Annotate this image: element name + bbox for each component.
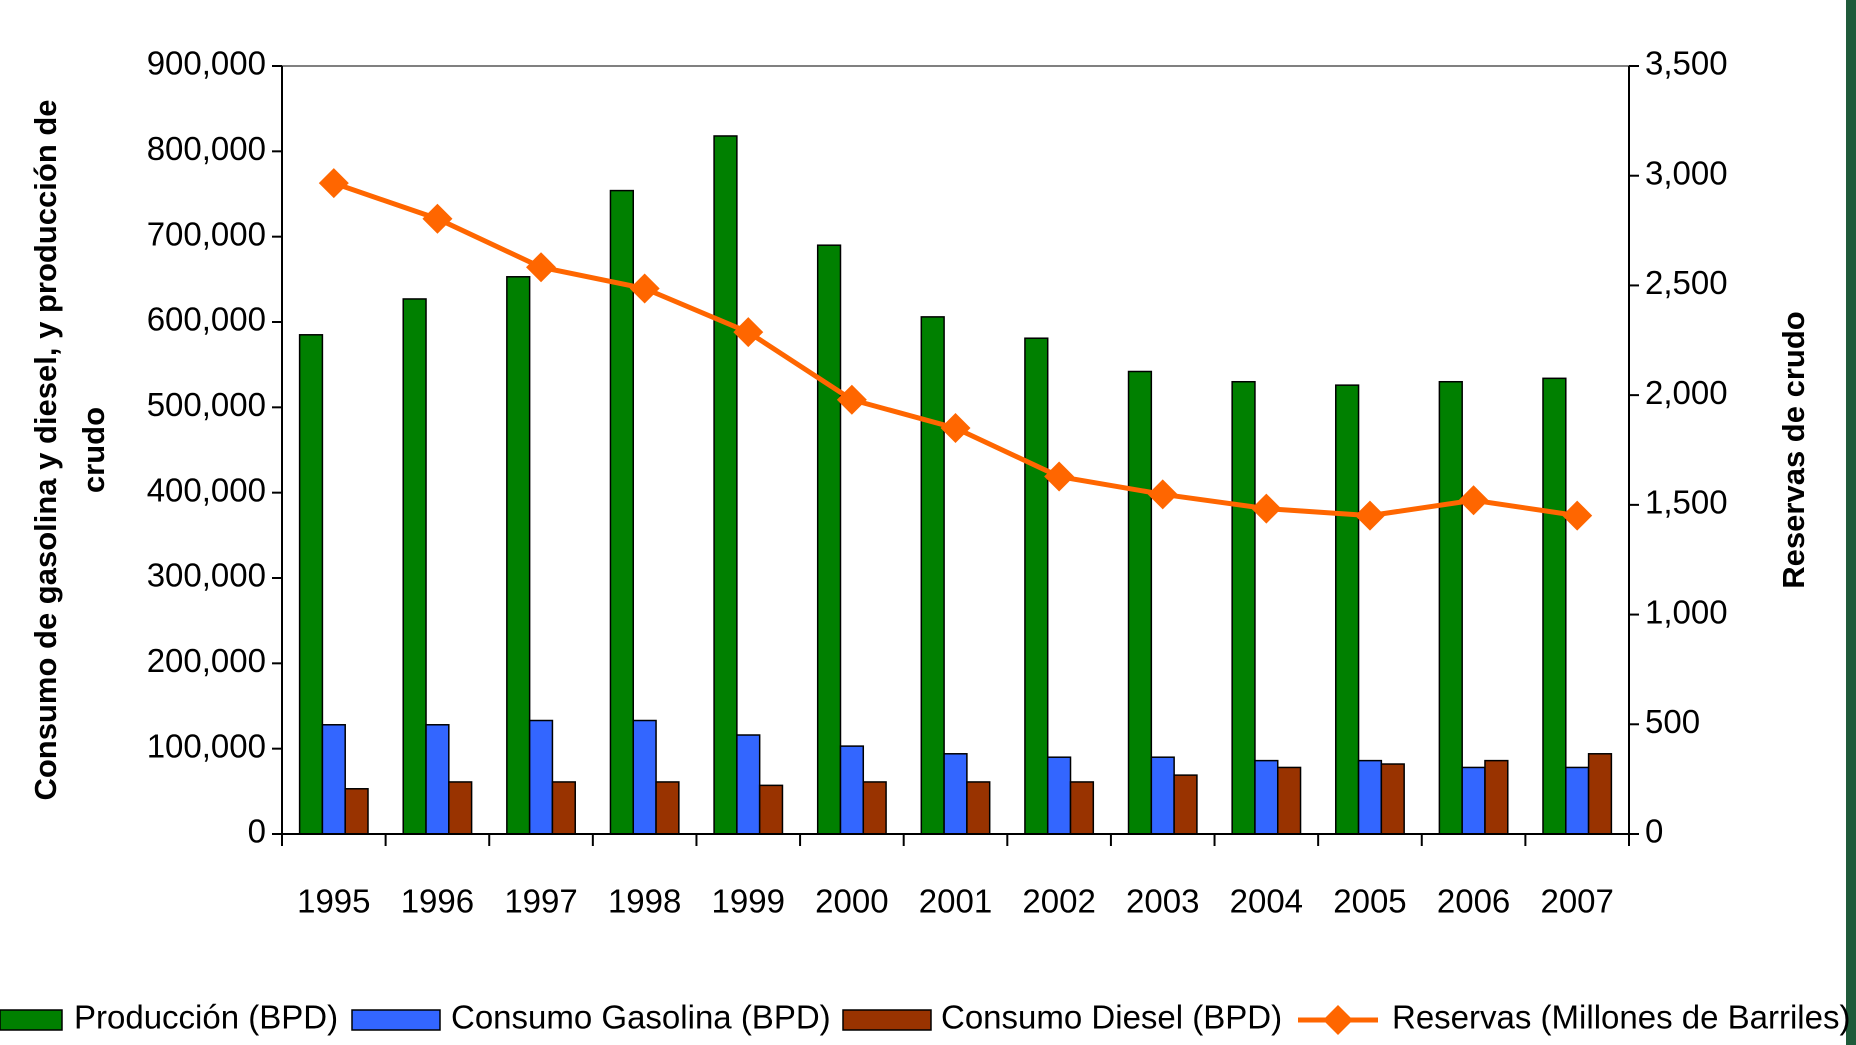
marker	[422, 203, 453, 234]
y-tick-label: 700,000	[147, 215, 266, 252]
y-axis-title: Consumo de gasolina y diesel, y producci…	[28, 99, 63, 800]
bar	[1069, 781, 1095, 835]
marker	[1044, 461, 1075, 492]
y-tick-label: 600,000	[147, 301, 266, 338]
y-tick-label: 900,000	[147, 45, 266, 82]
bar	[1542, 377, 1567, 835]
y-tick-label: 100,000	[147, 727, 266, 764]
y-tick-label: 200,000	[147, 642, 266, 679]
marker	[1354, 500, 1385, 531]
legend-swatch	[351, 1009, 441, 1031]
legend-label: Consumo Diesel (BPD)	[941, 999, 1282, 1036]
x-tick-label: 1996	[401, 883, 474, 920]
y2-tick-label: 3,500	[1645, 45, 1728, 82]
marker	[318, 168, 349, 199]
bar	[816, 244, 842, 835]
x-tick-label: 1995	[297, 883, 370, 920]
bar	[1150, 756, 1175, 835]
bar	[966, 781, 991, 835]
y-axis-title: crudo	[76, 407, 111, 493]
bar	[344, 788, 369, 835]
x-tick-label: 2006	[1437, 883, 1510, 920]
legend-label: Reservas (Millones de Barriles)	[1392, 999, 1850, 1036]
bar	[506, 276, 531, 835]
window-edge	[1846, 0, 1856, 1045]
bar	[1587, 753, 1613, 835]
x-tick-label: 2003	[1126, 883, 1199, 920]
y2-tick-label: 2,500	[1645, 264, 1728, 301]
legend-marker	[1323, 1005, 1353, 1035]
bar	[632, 719, 657, 835]
bar	[1046, 756, 1072, 835]
bar	[862, 781, 887, 835]
bar	[1254, 759, 1279, 835]
marker	[1147, 479, 1178, 510]
marker	[940, 413, 971, 444]
bar	[551, 781, 576, 835]
bar	[1335, 384, 1360, 835]
marker	[629, 273, 660, 304]
y-tick-label: 800,000	[147, 130, 266, 167]
bar	[425, 724, 450, 835]
bar	[943, 753, 968, 835]
y-tick-label: 500,000	[147, 386, 266, 423]
x-tick-label: 1997	[504, 883, 577, 920]
x-tick-label: 2004	[1230, 883, 1303, 920]
y2-tick-label: 500	[1645, 703, 1700, 740]
bar	[736, 734, 761, 835]
legend-swatch	[0, 1009, 63, 1031]
bar	[1461, 766, 1486, 835]
bar	[1380, 763, 1405, 835]
bar	[298, 334, 324, 835]
bar	[402, 298, 427, 835]
y2-axis-title: Reservas de crudo	[1776, 311, 1811, 588]
y2-tick-label: 1,500	[1645, 484, 1728, 521]
y-tick-label: 300,000	[147, 557, 266, 594]
marker	[1251, 493, 1282, 524]
bar	[448, 781, 473, 835]
bar	[1024, 337, 1049, 835]
bar	[1484, 759, 1509, 835]
y2-tick-label: 3,000	[1645, 154, 1728, 191]
bar	[839, 745, 865, 835]
marker	[526, 252, 557, 283]
y2-tick-label: 2,000	[1645, 374, 1728, 411]
bar	[1231, 380, 1256, 835]
y2-tick-label: 0	[1645, 813, 1663, 850]
marker	[1458, 485, 1489, 516]
legend-label: Producción (BPD)	[74, 999, 338, 1036]
bar	[1276, 766, 1302, 835]
bar	[1565, 766, 1590, 835]
x-tick-label: 2000	[815, 883, 888, 920]
bar	[1438, 380, 1463, 835]
marker	[1562, 500, 1593, 531]
legend-swatch	[842, 1009, 932, 1031]
x-tick-label: 2007	[1540, 883, 1613, 920]
x-tick-label: 2005	[1333, 883, 1406, 920]
y-tick-label: 400,000	[147, 471, 266, 508]
x-tick-label: 2002	[1022, 883, 1095, 920]
marker	[733, 317, 764, 348]
x-tick-label: 1999	[712, 883, 785, 920]
bar	[1173, 774, 1198, 835]
bar	[655, 781, 680, 835]
x-tick-label: 1998	[608, 883, 681, 920]
bar	[758, 784, 784, 835]
legend-label: Consumo Gasolina (BPD)	[451, 999, 831, 1036]
bar	[321, 724, 346, 835]
bar	[1357, 759, 1383, 835]
y-tick-label: 0	[248, 813, 266, 850]
marker	[836, 384, 867, 415]
bar	[1127, 370, 1153, 835]
bar	[713, 135, 738, 835]
x-tick-label: 2001	[919, 883, 992, 920]
bar	[528, 719, 554, 835]
bar	[920, 316, 945, 835]
y2-tick-label: 1,000	[1645, 593, 1728, 630]
